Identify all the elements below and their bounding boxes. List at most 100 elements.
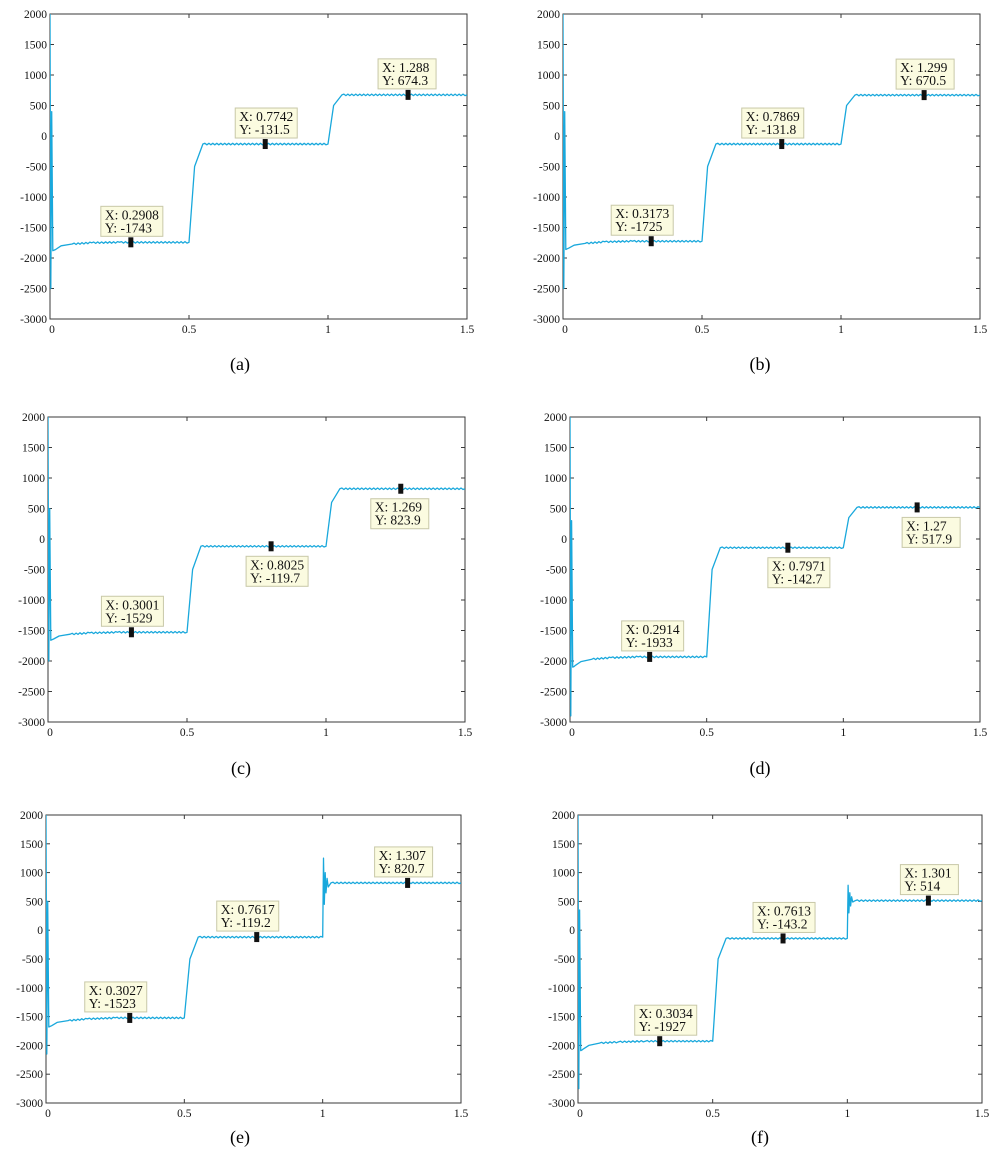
y-tick-label: -3000 <box>540 717 567 729</box>
datatip-marker[interactable] <box>268 541 274 552</box>
y-tick-label: -1500 <box>548 1012 575 1024</box>
datatip-x-label: X: 0.2914 <box>626 622 680 637</box>
datatip-marker[interactable] <box>925 895 931 906</box>
y-tick-label: -500 <box>26 162 47 174</box>
y-tick-label: 500 <box>30 101 48 113</box>
datatip-marker[interactable] <box>254 932 260 943</box>
datatip-marker[interactable] <box>262 139 268 150</box>
y-tick-label: 1500 <box>20 839 43 851</box>
y-tick-label: 500 <box>543 101 561 113</box>
datatip-marker[interactable] <box>128 627 134 638</box>
panel-f: 2000 1500 1000 500 0 -500 -1000 -1500 -2000 -2500… <box>548 810 989 1148</box>
datatip-box <box>901 516 961 548</box>
signal-trace <box>578 815 982 1090</box>
y-tick-label: 0 <box>561 534 567 546</box>
datatip-y-label: Y: 517.9 <box>906 531 952 546</box>
y-tick-label: 2000 <box>537 9 560 21</box>
x-tick-label: 0 <box>577 1108 583 1120</box>
datatip-marker[interactable] <box>780 933 786 944</box>
y-tick-label: 1500 <box>22 443 45 455</box>
y-tick-label: -2500 <box>548 1069 575 1081</box>
y-tick-label: -1000 <box>20 192 47 204</box>
y-tick-label: 2000 <box>20 810 43 822</box>
x-tick-label: 1.5 <box>460 324 475 336</box>
datatip-marker[interactable] <box>405 877 411 888</box>
datatip-y-label: Y: 820.7 <box>379 861 425 876</box>
signal-trace <box>50 14 467 290</box>
plot-area <box>577 814 983 1104</box>
x-tick-label: 0.5 <box>699 727 714 739</box>
datatip-y-label: Y: -1523 <box>89 996 136 1011</box>
datatip-x-label: X: 0.7742 <box>239 109 293 124</box>
datatip-y-label: Y: -1927 <box>639 1019 686 1034</box>
y-tick-label: -2000 <box>16 1040 43 1052</box>
datatip-box <box>899 864 959 896</box>
datatip-marker[interactable] <box>398 483 404 494</box>
datatip-marker[interactable] <box>647 651 653 662</box>
datatip-marker[interactable] <box>127 1012 133 1023</box>
datatip-marker[interactable] <box>779 139 785 150</box>
panel-caption: (b) <box>750 354 771 375</box>
y-tick-label: -1000 <box>533 192 560 204</box>
datatip[interactable]: X: 1.27Y: 517.9 <box>901 516 961 548</box>
y-tick-label: -1500 <box>20 223 47 235</box>
datatip-box <box>741 107 805 139</box>
y-tick-label: 1000 <box>24 70 47 82</box>
datatip-marker[interactable] <box>405 89 411 100</box>
datatip-marker[interactable] <box>657 1036 663 1047</box>
x-tick-label: 1 <box>325 324 331 336</box>
panel-caption: (c) <box>231 758 251 779</box>
x-tick-label: 1 <box>320 1108 326 1120</box>
y-tick-label: -3000 <box>533 314 560 326</box>
y-tick-label: -2000 <box>548 1040 575 1052</box>
datatip-box <box>767 557 831 589</box>
datatip-x-label: X: 0.3034 <box>639 1006 693 1021</box>
datatip-x-label: X: 1.299 <box>900 60 948 75</box>
datatip-y-label: Y: 670.5 <box>900 73 946 88</box>
datatip-y-label: Y: -1933 <box>626 635 673 650</box>
y-tick-label: 0 <box>37 925 43 937</box>
datatip-marker[interactable] <box>128 237 134 248</box>
panel-caption: (d) <box>750 758 771 779</box>
y-tick-label: 500 <box>558 896 576 908</box>
y-tick-label: -2500 <box>20 284 47 296</box>
panel-a: 2000 1500 1000 500 0 -500 -1000 -1500 -2000 -2500… <box>20 9 474 375</box>
y-tick-label: 1000 <box>552 868 575 880</box>
y-tick-label: 2000 <box>552 810 575 822</box>
datatip-box <box>100 205 164 237</box>
datatip-y-label: Y: -131.8 <box>746 122 797 137</box>
x-tick-label: 0.5 <box>177 1108 192 1120</box>
datatip-marker[interactable] <box>648 236 654 247</box>
x-tick-label: 1 <box>840 727 846 739</box>
datatip-box <box>100 595 164 627</box>
y-tick-label: 2000 <box>24 9 47 21</box>
datatip-marker[interactable] <box>914 502 920 513</box>
y-tick-label: -1000 <box>16 983 43 995</box>
x-tick-label: 1 <box>844 1108 850 1120</box>
datatip-marker[interactable] <box>921 90 927 101</box>
datatip-box <box>245 555 309 587</box>
datatip-marker[interactable] <box>785 542 791 553</box>
x-tick-label: 0.5 <box>705 1108 720 1120</box>
panel-d: 2000 1500 1000 500 0 -500 -1000 -1500 -2000 -2500… <box>540 412 987 779</box>
x-tick-label: 0 <box>45 1108 51 1120</box>
y-tick-label: -2500 <box>16 1069 43 1081</box>
